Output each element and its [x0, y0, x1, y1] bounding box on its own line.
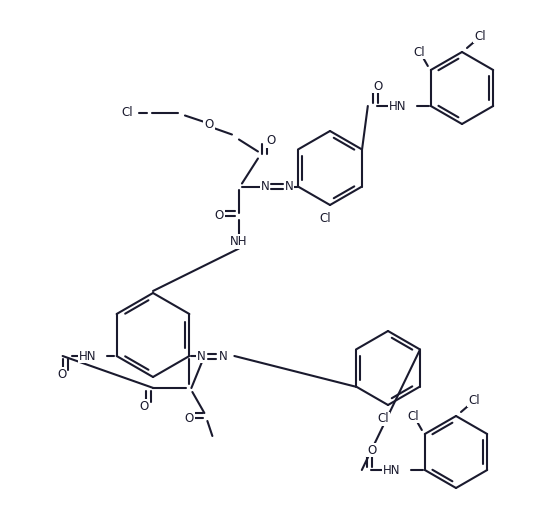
Text: N: N	[219, 349, 228, 363]
Text: N: N	[261, 180, 269, 193]
Text: HN: HN	[383, 464, 401, 476]
Text: HN: HN	[389, 99, 407, 113]
Text: O: O	[266, 134, 276, 147]
Text: O: O	[367, 443, 376, 457]
Text: N: N	[197, 349, 206, 363]
Text: NH: NH	[230, 235, 248, 248]
Text: N: N	[285, 180, 293, 193]
Text: O: O	[214, 209, 224, 222]
Text: O: O	[204, 118, 213, 131]
Text: Cl: Cl	[468, 393, 480, 407]
Text: Cl: Cl	[474, 30, 486, 42]
Text: O: O	[57, 367, 66, 381]
Text: O: O	[140, 399, 149, 413]
Text: Cl: Cl	[407, 409, 419, 423]
Text: Cl: Cl	[413, 46, 425, 58]
Text: Cl: Cl	[121, 106, 133, 119]
Text: O: O	[185, 412, 194, 424]
Text: Cl: Cl	[377, 413, 389, 425]
Text: HN: HN	[79, 349, 97, 363]
Text: O: O	[373, 80, 382, 92]
Text: Cl: Cl	[319, 212, 331, 226]
